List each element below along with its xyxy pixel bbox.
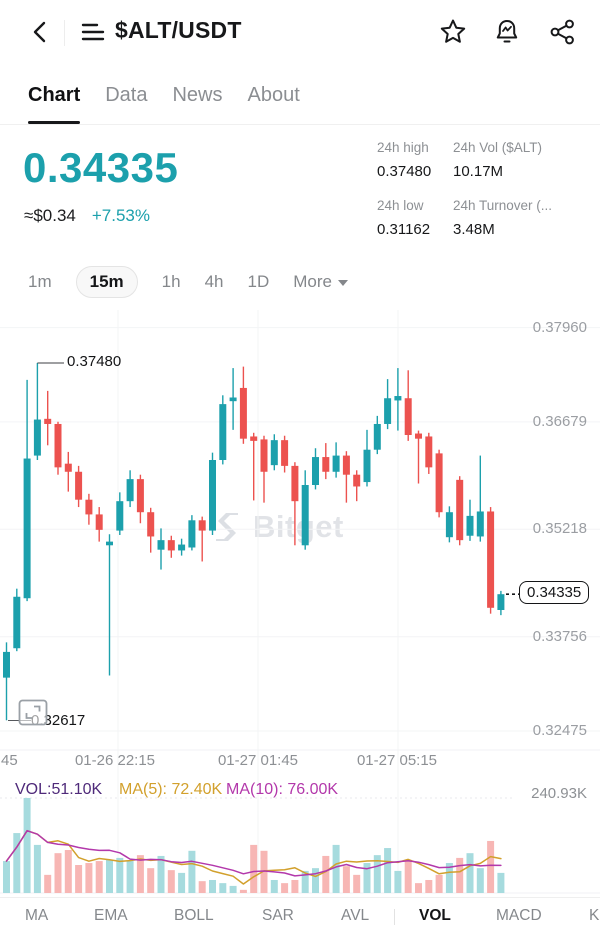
volume-scale-label: 240.93K	[531, 785, 587, 802]
header: $ALT/USDT	[0, 0, 600, 62]
tab-chart[interactable]: Chart	[28, 66, 81, 124]
y-axis-label: 0.32475	[532, 721, 587, 739]
stat-value-24h-vol-alt-: 10.17M	[453, 163, 504, 180]
stat-label-24h-turnover-: 24h Turnover (...	[453, 198, 553, 213]
y-axis-label: 0.37960	[532, 318, 587, 336]
tab-news[interactable]: News	[172, 83, 223, 106]
share-button[interactable]	[548, 17, 578, 47]
current-price-pill: 0.34335	[519, 581, 590, 605]
indicator-sar[interactable]: SAR	[262, 907, 294, 924]
more-timeframes-button[interactable]: More	[293, 272, 348, 292]
header-divider	[64, 20, 65, 46]
chevron-left-icon	[33, 21, 46, 43]
alert-bell-icon	[496, 20, 518, 43]
tab-data[interactable]: Data	[105, 83, 148, 106]
timeframe-1h[interactable]: 1h	[161, 272, 181, 291]
sub-price-row: ≈$0.34 +7.53%	[24, 206, 150, 226]
indicator-macd[interactable]: MACD	[496, 907, 542, 924]
favorite-button[interactable]	[438, 17, 468, 47]
x-axis-label: 01-27 05:15	[356, 752, 438, 769]
indicator-ma[interactable]: MA	[25, 907, 49, 924]
indicator-divider	[394, 909, 395, 925]
stat-value-24h-low: 0.31162	[377, 221, 431, 238]
indicator-k[interactable]: K	[589, 907, 600, 924]
price-change: +7.53%	[91, 206, 151, 225]
indicator-ema[interactable]: EMA	[94, 907, 128, 924]
chevron-down-icon	[337, 280, 348, 286]
stat-label-24h-high: 24h high	[377, 140, 429, 155]
tab-about[interactable]: About	[247, 83, 300, 106]
stat-value-24h-turnover-: 3.48M	[453, 221, 495, 238]
screenshot-icon	[18, 699, 48, 726]
y-axis-label: 0.35218	[532, 520, 587, 538]
timeframe-1d[interactable]: 1D	[247, 272, 270, 291]
volume-legend-ma5: MA(5): 72.40K	[119, 781, 223, 798]
watermark: Bitget	[210, 509, 344, 545]
x-axis-label: 01-27 01:45	[217, 752, 299, 769]
more-label: More	[293, 272, 332, 291]
y-axis-label: 0.33756	[532, 627, 587, 645]
page-title: $ALT/USDT	[115, 17, 242, 43]
price-alert-button[interactable]	[492, 17, 522, 47]
stats-grid: 24h high 24h Vol ($ALT) 0.37480 10.17M 24h l…	[377, 138, 592, 254]
indicator-boll[interactable]: BOLL	[174, 907, 214, 924]
indicator-avl[interactable]: AVL	[341, 907, 370, 924]
high-price-marker: 0.37480	[67, 352, 122, 370]
timeframe-bar: 1m 15m 1h 4h 1D More	[0, 258, 600, 306]
x-axis-label: 45	[1, 752, 18, 769]
y-axis-label: 0.36679	[532, 412, 587, 430]
back-button[interactable]	[26, 17, 56, 47]
share-icon	[550, 19, 574, 45]
chart-snapshot-button[interactable]	[18, 699, 48, 726]
timeframe-1m[interactable]: 1m	[28, 272, 52, 291]
stat-label-24h-vol-alt-: 24h Vol ($ALT)	[453, 140, 543, 155]
star-icon	[440, 19, 466, 43]
last-price: 0.34335	[23, 144, 179, 191]
watermark-text: Bitget	[253, 509, 344, 544]
fiat-price: ≈$0.34	[24, 206, 76, 225]
indicator-bar: MA EMA BOLL SAR AVL VOL MACD K	[0, 897, 600, 935]
volume-legend-ma10: MA(10): 76.00K	[226, 781, 339, 798]
nav-tabs: Chart Data News About	[0, 66, 600, 125]
stat-value-24h-high: 0.37480	[377, 163, 432, 180]
menu-icon	[81, 23, 105, 41]
stat-label-24h-low: 24h low	[377, 198, 424, 213]
market-list-button[interactable]	[80, 19, 110, 49]
timeframe-15m[interactable]: 15m	[75, 266, 138, 298]
timeframe-4h[interactable]: 4h	[204, 272, 224, 291]
indicator-vol[interactable]: VOL	[419, 907, 451, 924]
volume-legend-vol: VOL:51.10K	[15, 781, 103, 798]
x-axis-label: 01-26 22:15	[74, 752, 156, 769]
